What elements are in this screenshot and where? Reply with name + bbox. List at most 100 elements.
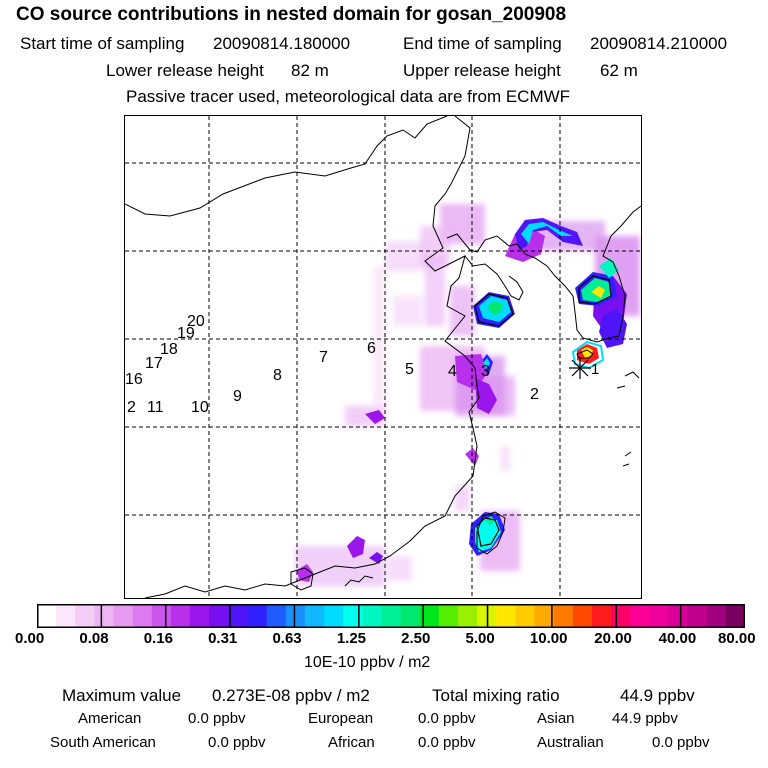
coastline-hainan: [290, 567, 314, 591]
colorbar-swatch: [668, 604, 689, 628]
asian-value: 44.9 ppbv: [612, 710, 678, 727]
plume-korea-seoul-yellow: [591, 286, 605, 298]
coastline-china-main: [125, 116, 480, 598]
colorbar-swatch: [534, 604, 555, 628]
colorbar-swatch: [113, 604, 134, 628]
colorbar-swatch: [228, 604, 248, 628]
chart-title: CO source contributions in nested domain…: [16, 4, 567, 25]
plume-jeju-ring: [571, 340, 605, 370]
european-label: European: [308, 710, 374, 727]
plume-guangdong: [347, 536, 365, 558]
upper-release-value: 62 m: [600, 61, 638, 80]
trajectory-label: 6: [367, 340, 376, 357]
trajectory-label: 17: [145, 355, 163, 372]
total-mixing-value: 44.9 ppbv: [620, 686, 695, 705]
colorbar-tick-label: 1.25: [336, 630, 367, 647]
colorbar-swatch: [630, 604, 650, 628]
trajectory-label: 11: [147, 399, 164, 416]
trajectory-label: 3: [481, 363, 490, 380]
plume-jeju-yellow: [581, 347, 593, 358]
south-american-label: South American: [50, 734, 156, 751]
colorbar-tick-label: 0.08: [79, 630, 109, 647]
colorbar-swatch: [553, 604, 574, 628]
colorbar-tick-label: 40.00: [658, 630, 697, 647]
colorbar-tick-label: 20.00: [594, 630, 632, 647]
colorbar-swatch: [132, 604, 153, 628]
african-value: 0.0 ppbv: [418, 734, 476, 751]
upper-release-label: Upper release height: [403, 61, 561, 80]
colorbar-swatch: [343, 604, 363, 628]
colorbar-swatch: [209, 604, 229, 628]
trajectory-label: 7: [319, 349, 328, 366]
american-label: American: [78, 710, 142, 727]
colorbar-swatch: [190, 604, 210, 628]
colorbar-frame: [37, 604, 745, 628]
australian-label: Australian: [537, 734, 604, 751]
plume-korea-south: [599, 308, 627, 348]
colorbar-swatch: [75, 604, 95, 628]
lower-release-value: 82 m: [291, 61, 329, 80]
trajectory-label: 2: [530, 386, 539, 403]
colorbar-swatch: [496, 604, 516, 628]
source-contribution-map: 1 2 3 4 5 6 7 8 9 10 11 2 16 17 18 19 20: [124, 115, 642, 599]
plume-cores: [297, 218, 627, 582]
colorbar-swatch: [247, 604, 268, 628]
colorbar-tick-label: 0.00: [15, 630, 45, 647]
coastline-korea: [446, 205, 641, 343]
colorbar-tick-label: 0.16: [143, 630, 173, 647]
max-value: 0.273E-08 ppbv / m2: [212, 686, 370, 705]
colorbar-swatch: [611, 604, 631, 628]
colorbar-swatch: [151, 604, 172, 628]
end-time-label: End time of sampling: [403, 34, 562, 53]
plume-hainan: [297, 564, 313, 582]
lat-lon-grid: [125, 116, 641, 598]
trajectory-label: 10: [191, 399, 209, 416]
receptor-label: 1: [591, 361, 599, 378]
coastline-jeju: [576, 349, 594, 359]
trajectory-label: 5: [405, 361, 414, 378]
australian-value: 0.0 ppbv: [652, 734, 710, 751]
trajectory-label: 2: [127, 399, 136, 416]
contour-korea: [578, 275, 612, 305]
coastline-taiwan: [476, 511, 506, 555]
south-american-value: 0.0 ppbv: [208, 734, 266, 751]
trajectory-label: 16: [125, 371, 143, 388]
asian-label: Asian: [537, 710, 575, 727]
coastline-bohai: [464, 255, 524, 301]
colorbar-swatch: [324, 604, 344, 628]
colorbar-swatch: [170, 604, 191, 628]
colorbar-units: 10E-10 ppbv / m2: [304, 654, 431, 671]
trajectory-label: 4: [448, 363, 457, 380]
trajectory-label: 19: [177, 325, 195, 342]
plume-korea-mid-cyan: [599, 258, 619, 278]
colorbar-swatch: [37, 604, 57, 628]
plume-hubei: [365, 410, 385, 424]
colorbar-swatch: [419, 604, 440, 628]
trajectory-label: 18: [160, 341, 178, 358]
start-time-value: 20090814.180000: [213, 34, 351, 53]
african-label: African: [328, 734, 375, 751]
plume-zhejiang: [465, 448, 479, 466]
coastline-gulf: [344, 575, 374, 587]
trajectory-label: 8: [273, 367, 282, 384]
contour-lines: [474, 275, 612, 547]
coastline-japan: [616, 371, 640, 467]
colorbar-swatch: [438, 604, 459, 628]
colorbar-swatch: [94, 604, 115, 628]
colorbar-tick-label: 5.00: [465, 630, 495, 647]
plume-korea-north-cyan: [521, 222, 573, 244]
start-time-label: Start time of sampling: [20, 34, 185, 53]
american-value: 0.0 ppbv: [188, 710, 246, 727]
colorbar-swatch: [457, 604, 478, 628]
colorbar-tick-label: 0.63: [272, 630, 302, 647]
trajectory-label: 9: [233, 388, 242, 405]
colorbar-swatch: [725, 604, 745, 628]
contour-taiwan: [476, 517, 500, 547]
lower-release-label: Lower release height: [106, 61, 264, 80]
colorbar-swatch: [572, 604, 593, 628]
colorbar-swatch: [381, 604, 402, 628]
colorbar-swatch: [649, 604, 669, 628]
colorbar-swatch: [285, 604, 306, 628]
colorbar-swatch: [56, 604, 76, 628]
